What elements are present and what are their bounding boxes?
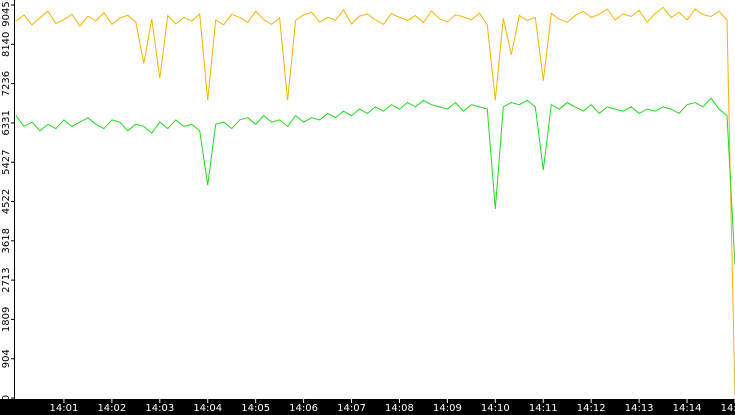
y-tick-label: 0 bbox=[1, 395, 12, 401]
x-tick-label: 14:03 bbox=[145, 403, 174, 414]
x-tick-label: 14:12 bbox=[577, 403, 606, 414]
x-tick-label: 14:05 bbox=[241, 403, 270, 414]
y-tick-label: 4522 bbox=[1, 189, 12, 214]
y-tick-label: 1809 bbox=[1, 307, 12, 332]
x-tick-label: 14:13 bbox=[625, 403, 654, 414]
x-tick-label: 14:10 bbox=[481, 403, 510, 414]
series-line bbox=[15, 97, 735, 266]
y-tick-label: 2713 bbox=[1, 267, 12, 292]
y-tick-label: 904 bbox=[1, 349, 12, 368]
x-tick-label: 14:14 bbox=[673, 403, 702, 414]
x-axis-bar bbox=[0, 399, 735, 415]
x-tick-label: 14:11 bbox=[529, 403, 558, 414]
y-tick-label: 6331 bbox=[1, 110, 12, 135]
x-tick-label: 14:01 bbox=[50, 403, 79, 414]
x-tick-label: 14:15 bbox=[721, 403, 735, 414]
x-tick-label: 14:09 bbox=[433, 403, 462, 414]
x-tick-label: 14:06 bbox=[289, 403, 318, 414]
y-tick-label: 8140 bbox=[1, 32, 12, 57]
y-tick-label: 9045 bbox=[1, 1, 12, 26]
y-tick-label: 7236 bbox=[1, 71, 12, 96]
y-tick-label: 5427 bbox=[1, 149, 12, 174]
series-line bbox=[15, 6, 735, 399]
x-tick-label: 14:02 bbox=[97, 403, 126, 414]
x-tick-label: 14:08 bbox=[385, 403, 414, 414]
x-tick-label: 14:04 bbox=[193, 403, 222, 414]
y-tick-label: 3618 bbox=[1, 228, 12, 253]
x-tick-label: 14:07 bbox=[337, 403, 366, 414]
